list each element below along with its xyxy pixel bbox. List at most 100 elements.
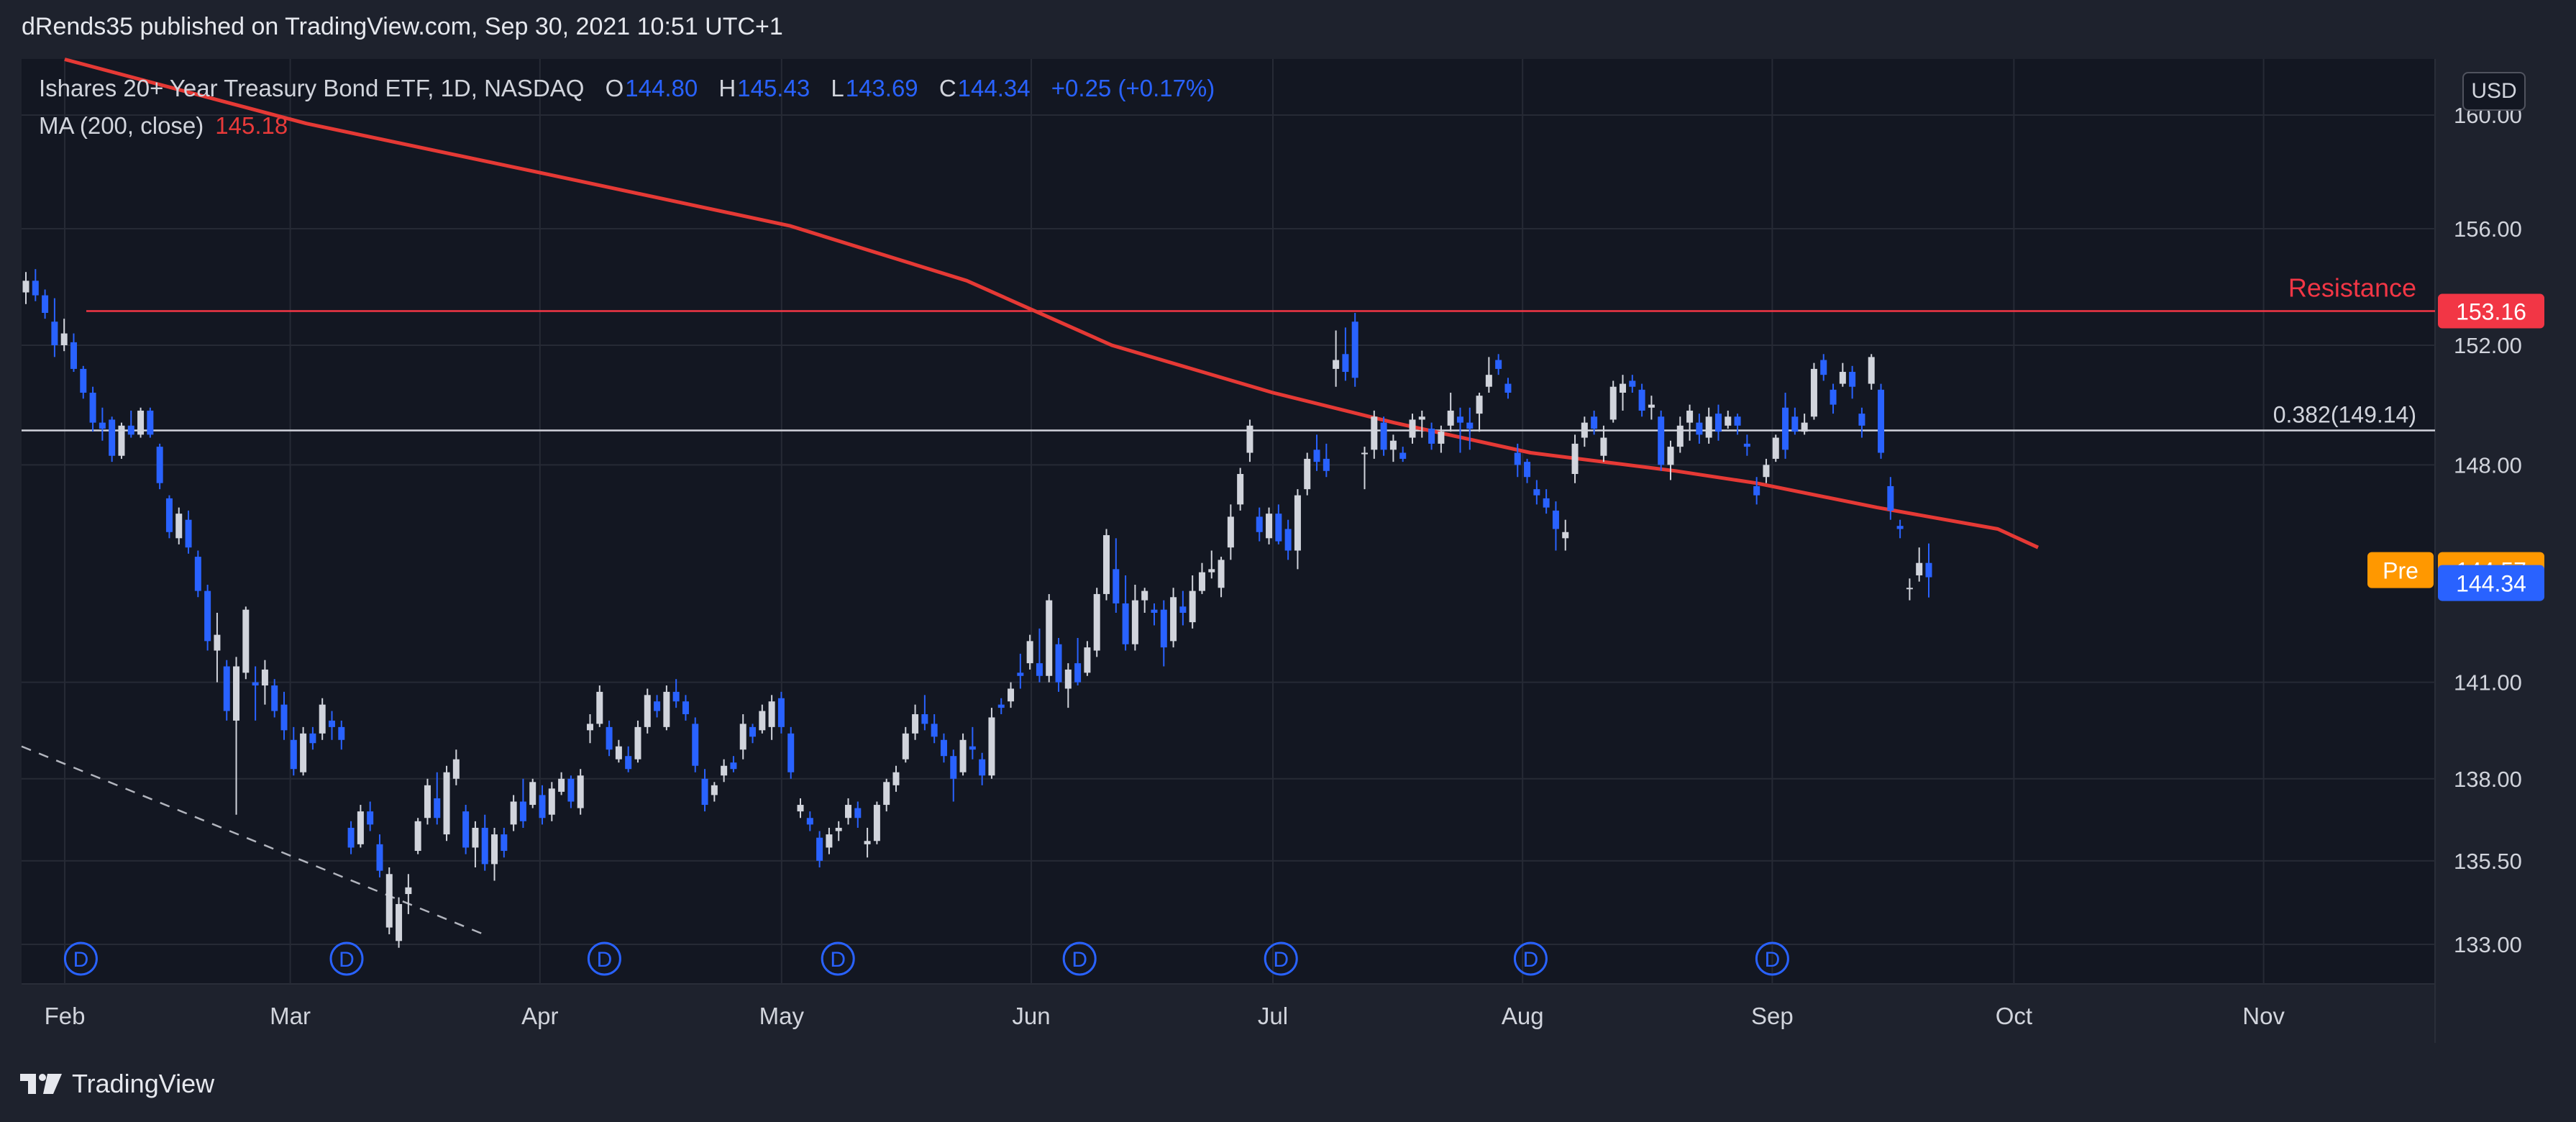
candle-up: [883, 778, 890, 812]
candle-body: [1772, 437, 1779, 459]
candle-body: [1504, 383, 1512, 393]
candle-body: [883, 782, 890, 806]
tradingview-logo[interactable]: TradingView: [20, 1069, 214, 1099]
candle-down: [109, 416, 116, 462]
candle-down: [1380, 416, 1387, 456]
candle-body: [481, 827, 488, 865]
candle-body: [1658, 416, 1665, 465]
candle-body: [1418, 416, 1425, 420]
candle-body: [1849, 372, 1856, 387]
candle-down: [194, 550, 201, 598]
candle-body: [1686, 410, 1694, 423]
candle-down: [1743, 434, 1750, 456]
candle-down: [749, 724, 757, 744]
candle-body: [826, 834, 833, 848]
dividend-marker: D: [1062, 941, 1097, 976]
candle-down: [280, 691, 288, 740]
candle-down: [1151, 603, 1158, 626]
dividend-marker-label: D: [1765, 948, 1781, 972]
candle-down: [1256, 507, 1263, 542]
candle-body: [1782, 407, 1789, 450]
candle-body: [644, 695, 651, 727]
candle-body: [759, 711, 766, 731]
candle-down: [1504, 378, 1512, 399]
candle-body: [682, 701, 689, 715]
dividend-marker: D: [821, 941, 855, 976]
candle-body: [1753, 485, 1760, 496]
candle-body: [109, 419, 116, 456]
dividend-marker-label: D: [1072, 948, 1087, 972]
candle-body: [414, 821, 421, 852]
candle-body: [1543, 498, 1550, 508]
candle-body: [567, 778, 575, 802]
candle-body: [223, 666, 230, 711]
candle-down: [730, 756, 737, 772]
dividend-marker: D: [587, 941, 621, 976]
candle-body: [1170, 597, 1177, 642]
time-tick-label: Aug: [1502, 1003, 1544, 1029]
candle-up: [242, 606, 250, 680]
candle-body: [1667, 447, 1674, 465]
candle-body: [1878, 389, 1885, 453]
candle-body: [1629, 380, 1636, 387]
candle-down: [701, 769, 708, 812]
candle-body: [558, 778, 565, 792]
candle-up: [1725, 410, 1732, 429]
candle-down: [252, 666, 259, 721]
candle-body: [175, 514, 183, 539]
candle-down: [32, 269, 39, 301]
candle-down: [1514, 443, 1521, 478]
candle-up: [1218, 557, 1225, 598]
candle-down: [1887, 477, 1894, 520]
candle-body: [1026, 641, 1033, 664]
dividend-marker-circle: [63, 941, 98, 976]
candle-body: [1820, 360, 1827, 375]
candle-up: [912, 704, 919, 740]
candle-down: [1791, 407, 1799, 435]
candle-down: [1275, 504, 1282, 544]
candle-up: [759, 704, 766, 734]
candle-body: [1620, 383, 1627, 393]
candle-body: [921, 714, 928, 724]
candle-up: [1620, 375, 1627, 411]
candle-body: [816, 837, 823, 861]
candle-up: [424, 778, 431, 825]
candle-body: [501, 834, 508, 852]
candle-body: [214, 634, 221, 651]
candle-up: [233, 657, 240, 815]
candle-up: [1600, 425, 1607, 462]
candle-body: [1725, 416, 1732, 426]
candle-body: [1333, 360, 1340, 369]
candle-body: [902, 733, 909, 760]
candle-down: [1055, 637, 1062, 692]
candle-up: [1801, 414, 1808, 435]
legend-ma[interactable]: MA (200, close) 145.18: [39, 112, 288, 140]
candle-body: [376, 844, 383, 871]
candle-down: [1036, 628, 1043, 683]
dividend-marker-circle: [821, 941, 855, 976]
candle-down: [682, 695, 689, 721]
candle-body: [1342, 354, 1349, 373]
candle-down: [328, 711, 335, 740]
axis-mask: [2436, 993, 2576, 1043]
candle-body: [357, 811, 364, 844]
candle-down: [1734, 414, 1741, 435]
candle-body: [309, 733, 316, 744]
candle-body: [1064, 669, 1072, 689]
candle-up: [396, 897, 403, 948]
candle-up: [1008, 682, 1015, 708]
candle-body: [1093, 593, 1100, 651]
candle-down: [347, 821, 355, 854]
candle-body: [1380, 422, 1387, 450]
candle-down: [654, 695, 661, 718]
candle-body: [1399, 452, 1407, 459]
candle-down: [606, 720, 613, 757]
currency-button[interactable]: USD: [2462, 72, 2526, 111]
candle-up: [510, 795, 517, 831]
candle-body: [22, 280, 29, 293]
candle-up: [864, 827, 871, 858]
candle-body: [1591, 416, 1598, 429]
candle-up: [586, 714, 593, 744]
